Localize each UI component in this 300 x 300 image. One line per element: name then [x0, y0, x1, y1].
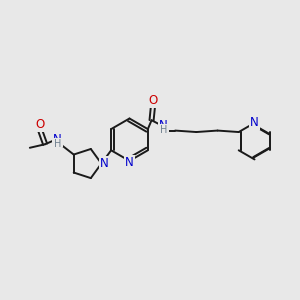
Text: N: N: [250, 116, 259, 129]
Text: N: N: [53, 133, 62, 146]
Text: H: H: [160, 125, 167, 135]
Text: N: N: [125, 156, 134, 169]
Text: O: O: [148, 94, 158, 107]
Text: H: H: [54, 139, 61, 149]
Text: O: O: [35, 118, 44, 131]
Text: N: N: [100, 157, 109, 170]
Text: N: N: [159, 119, 168, 132]
